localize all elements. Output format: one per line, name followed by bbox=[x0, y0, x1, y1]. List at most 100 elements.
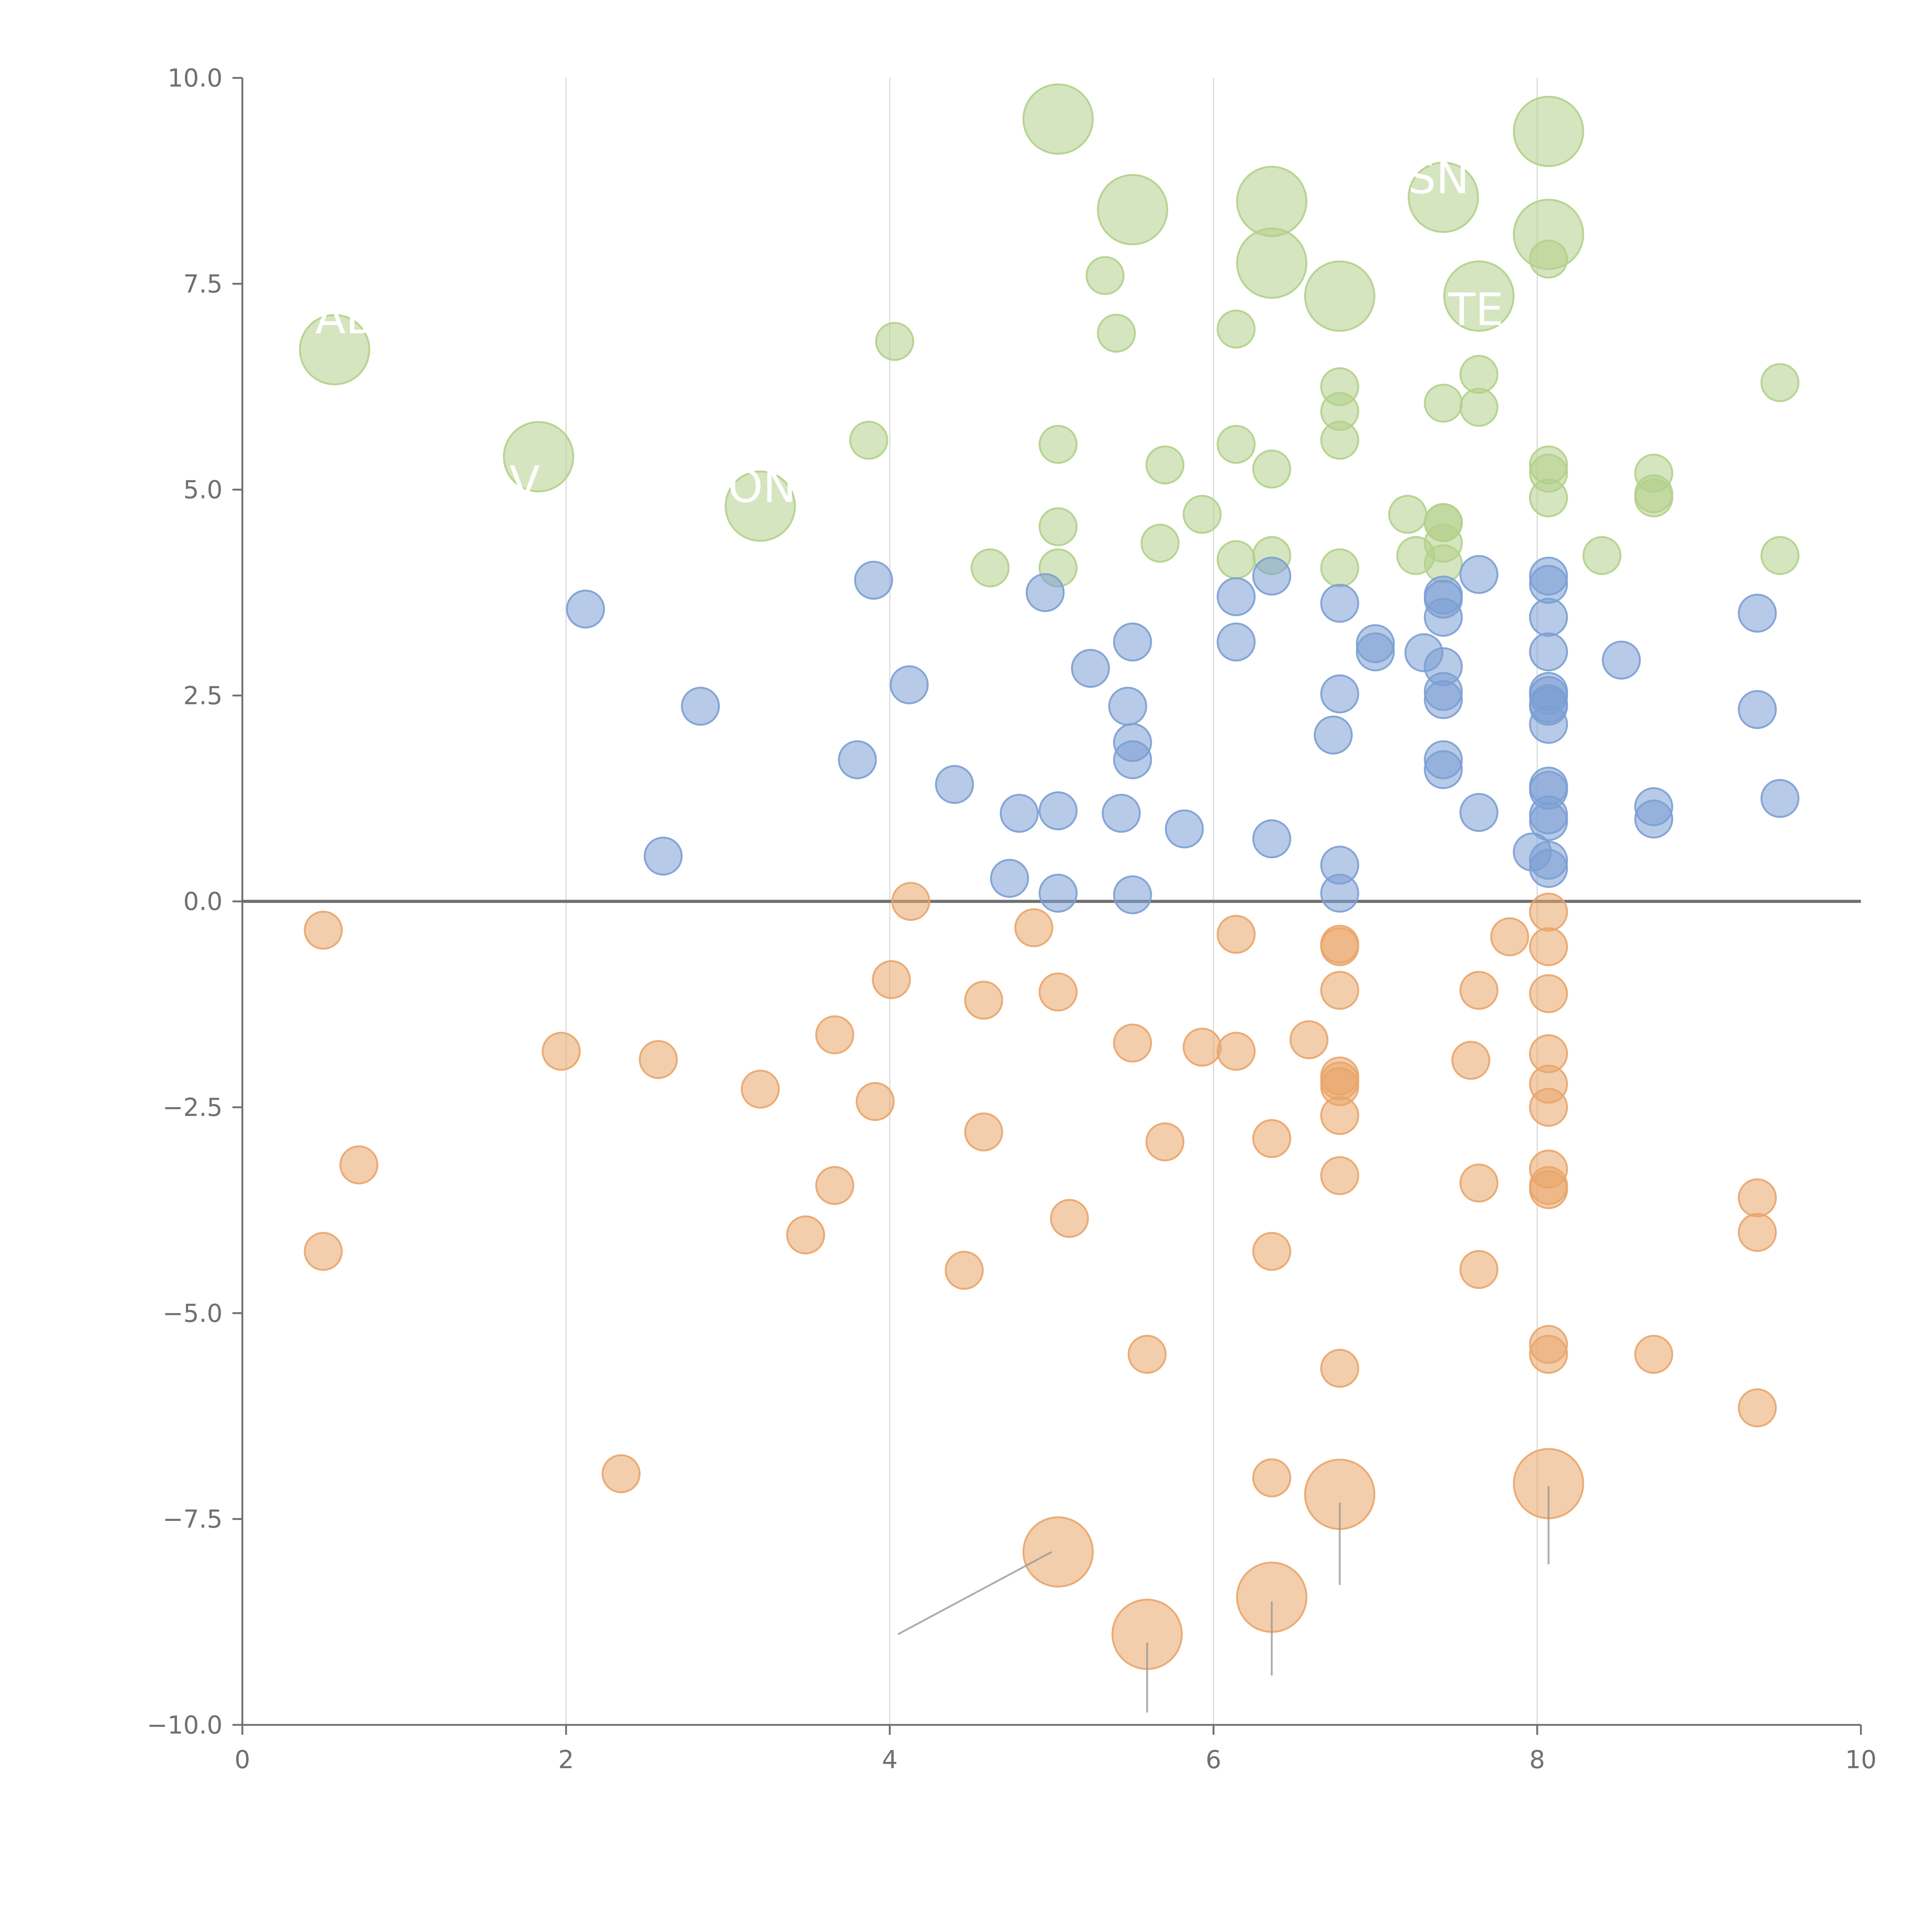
orange-bubble bbox=[1459, 1250, 1498, 1289]
green-bubble bbox=[1038, 507, 1078, 546]
blue-bubble bbox=[643, 837, 683, 876]
orange-bubble bbox=[945, 1251, 984, 1290]
x-tick-label: 10 bbox=[1845, 1746, 1876, 1774]
y-tick-label: 5.0 bbox=[183, 476, 223, 505]
green-bubble bbox=[1145, 445, 1185, 485]
green-bubble bbox=[1252, 449, 1291, 489]
blue-bubble bbox=[1423, 598, 1463, 637]
orange-bubble bbox=[1289, 1020, 1329, 1060]
orange-bubble bbox=[815, 1166, 854, 1205]
orange-bubble bbox=[964, 1112, 1003, 1151]
orange-bubble bbox=[1022, 1516, 1094, 1588]
blue-bubble bbox=[1320, 874, 1359, 913]
y-tick-label: −2.5 bbox=[163, 1094, 223, 1122]
orange-bubble bbox=[541, 1032, 581, 1071]
x-tick-label: 0 bbox=[235, 1746, 250, 1774]
orange-bubble bbox=[1252, 1119, 1291, 1158]
blue-bubble bbox=[1760, 779, 1799, 818]
green-bubble bbox=[1459, 355, 1498, 394]
blue-bubble bbox=[1602, 640, 1641, 680]
orange-bubble bbox=[1182, 1027, 1222, 1067]
blue-bubble bbox=[1113, 622, 1152, 662]
blue-bubble bbox=[1529, 705, 1568, 744]
blue-bubble bbox=[1216, 577, 1256, 616]
annotation-label: SN bbox=[1408, 152, 1469, 204]
blue-bubble bbox=[1252, 819, 1291, 859]
orange-bubble bbox=[1529, 893, 1568, 932]
annotation-label: AD bbox=[315, 292, 380, 344]
blue-bubble bbox=[1216, 622, 1256, 662]
orange-bubble bbox=[1320, 1349, 1359, 1388]
orange-bubble bbox=[1451, 1041, 1490, 1080]
x-tick-label: 8 bbox=[1529, 1746, 1545, 1774]
blue-bubble bbox=[1529, 849, 1568, 888]
green-bubble bbox=[1513, 95, 1584, 167]
orange-bubble bbox=[339, 1145, 379, 1185]
orange-bubble bbox=[1038, 972, 1078, 1012]
green-bubble bbox=[1760, 536, 1799, 575]
orange-bubble bbox=[1014, 908, 1053, 947]
orange-bubble bbox=[1050, 1199, 1089, 1238]
orange-bubble bbox=[1529, 1170, 1568, 1209]
orange-bubble bbox=[601, 1454, 641, 1493]
y-tick-label: 2.5 bbox=[183, 682, 223, 710]
green-bubble bbox=[1085, 256, 1125, 295]
green-bubble bbox=[1216, 540, 1256, 579]
blue-bubble bbox=[1102, 794, 1141, 833]
orange-bubble bbox=[1128, 1335, 1167, 1374]
leader-lines bbox=[897, 1486, 1549, 1713]
blue-bubble bbox=[935, 765, 974, 804]
orange-bubble bbox=[1216, 915, 1256, 954]
blue-bubble bbox=[1252, 556, 1291, 596]
orange-bubble bbox=[1529, 974, 1568, 1013]
blue-bubble bbox=[1165, 809, 1204, 849]
y-tick-label: 0.0 bbox=[183, 888, 223, 916]
green-bubble bbox=[503, 421, 574, 493]
green-bubble bbox=[1634, 478, 1673, 517]
blue-bubble bbox=[854, 561, 893, 600]
y-tick-label: −10.0 bbox=[147, 1711, 223, 1740]
orange-bubble bbox=[1459, 971, 1498, 1010]
orange-bubble bbox=[1252, 1232, 1291, 1271]
orange-bubble bbox=[741, 1070, 780, 1109]
orange-bubble bbox=[1320, 1156, 1359, 1195]
blue-bubble bbox=[1355, 632, 1395, 672]
y-tick-label: −5.0 bbox=[163, 1299, 223, 1328]
green-bubble bbox=[1022, 83, 1094, 155]
orange-bubble bbox=[872, 960, 911, 999]
orange-bubble bbox=[1529, 927, 1568, 966]
orange-bubble bbox=[1320, 1096, 1359, 1135]
green-bubble bbox=[1320, 420, 1359, 460]
blue-bubble bbox=[1634, 799, 1673, 839]
orange-bubble bbox=[1113, 1023, 1152, 1063]
blue-bubble bbox=[1423, 680, 1463, 719]
green-bubble bbox=[1760, 363, 1799, 402]
blue-bubble bbox=[838, 740, 877, 779]
green-bubble bbox=[1236, 166, 1308, 237]
orange-bubble bbox=[1738, 1388, 1777, 1427]
blue-bubble bbox=[1038, 874, 1078, 913]
green-bubble bbox=[1216, 310, 1256, 349]
green-bubble bbox=[1388, 495, 1427, 534]
orange-bubble bbox=[1634, 1335, 1673, 1374]
blue-bubble bbox=[1320, 583, 1359, 623]
green-bubble bbox=[1408, 162, 1479, 233]
orange-bubble bbox=[1490, 917, 1529, 956]
blue-bubble bbox=[1314, 715, 1353, 755]
green-bubble bbox=[1236, 227, 1308, 299]
green-bubble bbox=[1097, 313, 1136, 353]
green-bubble bbox=[299, 314, 371, 386]
green-bubble bbox=[724, 470, 796, 542]
blue-bubble bbox=[1026, 573, 1065, 612]
orange-bubble bbox=[855, 1082, 895, 1121]
annotation-label: ONTR bbox=[728, 461, 854, 513]
green-bubble bbox=[1582, 536, 1622, 575]
orange-bubble bbox=[1216, 1032, 1256, 1071]
blue-bubble bbox=[1459, 555, 1498, 594]
green-bubble bbox=[875, 322, 914, 361]
orange-bubble bbox=[639, 1040, 678, 1079]
green-bubble bbox=[1529, 478, 1568, 517]
green-bubble bbox=[1320, 548, 1359, 588]
annotation-label: TE bbox=[1448, 284, 1503, 336]
